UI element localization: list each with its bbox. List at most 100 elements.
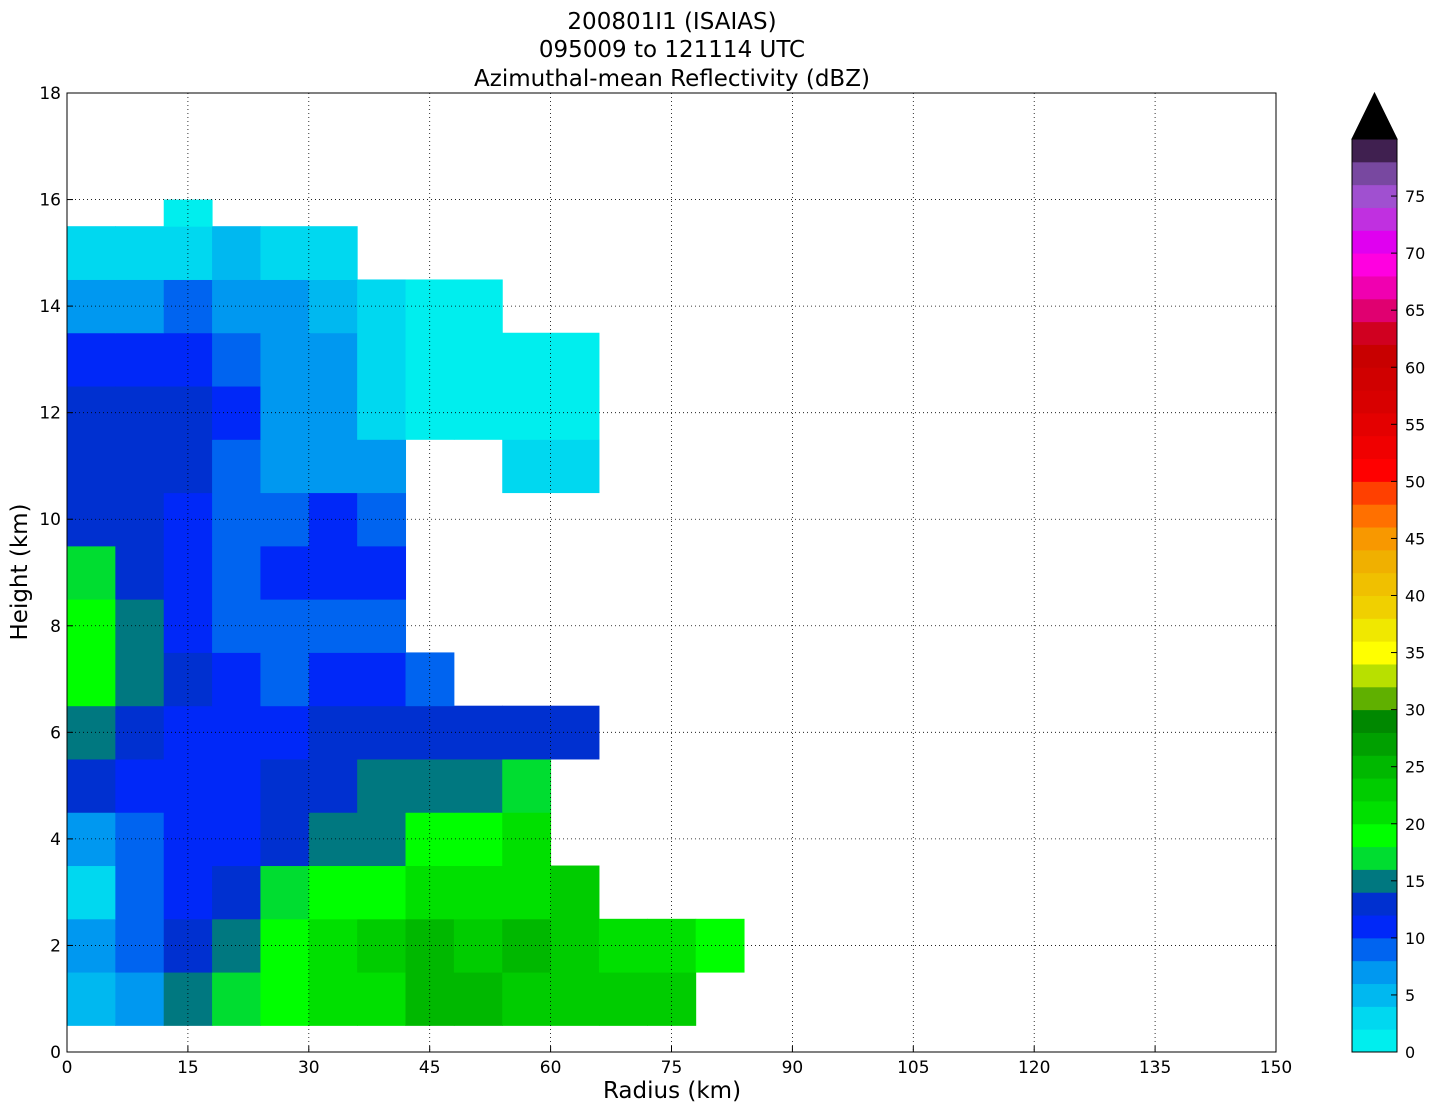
contour-cell [502, 865, 552, 920]
colorbar-swatch [1352, 869, 1397, 893]
contour-cell [67, 652, 116, 707]
contour-cell [502, 918, 552, 973]
contour-cell [357, 918, 407, 973]
contour-cell [115, 652, 165, 707]
contour-cell [308, 865, 358, 920]
contour-cell [260, 279, 310, 334]
contour-cell [550, 439, 600, 494]
y-tick-label: 12 [39, 404, 61, 424]
contour-cell [212, 812, 261, 867]
colorbar-tick-label: 10 [1405, 929, 1425, 948]
contour-cell [67, 439, 116, 494]
contour-cell [115, 865, 165, 920]
y-tick-label: 0 [50, 1043, 61, 1063]
y-tick-label: 4 [50, 830, 61, 850]
contour-cell [453, 332, 503, 387]
colorbar-tick-label: 65 [1405, 301, 1425, 320]
contour-cell [308, 758, 358, 813]
contour-cell [550, 332, 600, 387]
colorbar-swatch [1352, 481, 1397, 505]
colorbar-extend [1351, 91, 1398, 140]
contour-cell [453, 705, 503, 760]
contour-cell [212, 332, 261, 387]
colorbar-swatch [1352, 344, 1397, 368]
contour-cell [502, 386, 552, 440]
colorbar-tick-label: 50 [1405, 472, 1425, 491]
x-tick-label: 60 [540, 1058, 562, 1078]
contour-cell [163, 652, 213, 707]
contour-cell [453, 918, 503, 973]
contour-cell [598, 972, 648, 1026]
colorbar-swatch [1352, 572, 1397, 596]
contour-cell [357, 865, 407, 920]
colorbar-swatch [1352, 663, 1397, 688]
y-tick-label: 2 [50, 936, 61, 956]
colorbar-swatch [1352, 275, 1397, 300]
contour-cell [502, 758, 552, 813]
contour-cell [502, 439, 552, 494]
colorbar-swatch [1352, 846, 1397, 870]
y-tick-label: 6 [50, 723, 61, 743]
colorbar-swatch [1352, 892, 1397, 916]
x-tick-label: 135 [1139, 1058, 1171, 1078]
x-tick-label: 45 [419, 1058, 441, 1078]
y-tick-label: 14 [39, 297, 61, 317]
x-tick-label: 105 [897, 1058, 929, 1078]
contour-cell [405, 865, 455, 920]
colorbar-swatch [1352, 458, 1397, 482]
contour-cell [357, 332, 407, 387]
contour-cell [212, 226, 261, 280]
colorbar-tick-label: 60 [1405, 358, 1425, 377]
contour-cell [212, 386, 261, 440]
contour-cell [163, 545, 213, 600]
contour-cell [163, 865, 213, 920]
colorbar-swatch [1352, 139, 1397, 163]
colorbar-swatch [1352, 504, 1397, 528]
colorbar-swatch [1352, 915, 1397, 939]
colorbar-swatch [1352, 755, 1397, 779]
contour-cell [357, 812, 407, 867]
colorbar-swatch [1352, 732, 1397, 756]
contour-cell [308, 386, 358, 440]
contour-cell [308, 599, 358, 653]
plot-frame [66, 92, 1277, 1053]
contour-cell [405, 279, 455, 334]
colorbar-swatch [1352, 367, 1397, 391]
colorbar-swatch [1352, 960, 1397, 985]
colorbar-tick-label: 75 [1405, 187, 1425, 206]
colorbar-swatch [1352, 527, 1397, 551]
contour-cell [357, 492, 407, 547]
contour-cell [115, 758, 165, 813]
colorbar-swatch [1352, 184, 1397, 208]
y-tick-label: 10 [39, 510, 61, 530]
contour-cell [67, 226, 116, 280]
contour-cell [308, 226, 358, 280]
contour-cell [212, 545, 261, 600]
contour-cell [308, 918, 358, 973]
contour-cell [212, 758, 261, 813]
contour-cell [260, 865, 310, 920]
contour-cell [212, 652, 261, 707]
colorbar-swatch [1352, 1029, 1397, 1053]
colorbar-tick-label: 45 [1405, 529, 1425, 548]
contour-cell [212, 705, 261, 760]
colorbar-tick-label: 70 [1405, 244, 1425, 263]
colorbar-tick-label: 40 [1405, 587, 1425, 606]
contour-cell [67, 865, 116, 920]
colorbar-swatch [1352, 778, 1397, 802]
contour-cell [67, 332, 116, 387]
contour-cell [115, 972, 165, 1026]
contour-cell [357, 545, 407, 600]
contour-cell [115, 332, 165, 387]
colorbar-swatch [1352, 253, 1397, 277]
contour-cell [260, 812, 310, 867]
y-tick-label: 18 [39, 84, 61, 104]
contour-cell [308, 652, 358, 707]
colorbar-swatch [1352, 390, 1397, 414]
contour-cell [163, 439, 213, 494]
colorbar-swatch [1352, 207, 1397, 231]
colorbar-swatch [1352, 800, 1397, 825]
x-tick-label: 90 [782, 1058, 804, 1078]
colorbar-swatch [1352, 983, 1397, 1007]
